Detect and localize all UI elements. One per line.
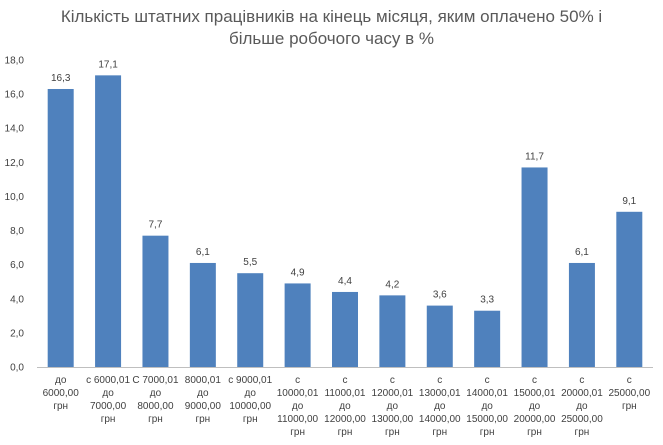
category-label: С 7000,01 xyxy=(132,375,179,386)
category-label: грн xyxy=(148,414,163,425)
category-label: 13000,01 xyxy=(419,388,461,399)
category-label: грн xyxy=(53,401,68,412)
category-label: 12000,01 xyxy=(372,388,414,399)
bar xyxy=(189,262,216,367)
data-label: 4,2 xyxy=(385,279,399,290)
category-label: грн xyxy=(385,427,400,438)
category-label: 25000,00 xyxy=(561,414,603,425)
data-label: 5,5 xyxy=(243,257,257,268)
category-label: 20000,01 xyxy=(561,388,603,399)
category-label: грн xyxy=(527,427,542,438)
data-label: 4,4 xyxy=(338,276,352,287)
data-label: 16,3 xyxy=(51,73,71,84)
category-label: с 6000,01 xyxy=(86,375,130,386)
category-label: 13000,00 xyxy=(372,414,414,425)
y-tick-label: 10,0 xyxy=(5,192,25,203)
y-tick-label: 0,0 xyxy=(10,363,24,374)
category-label: 10000,01 xyxy=(277,388,319,399)
category-label: 9000,00 xyxy=(185,401,222,412)
category-label: с xyxy=(343,375,348,386)
y-tick-label: 16,0 xyxy=(5,90,25,101)
category-label: грн xyxy=(480,427,495,438)
y-tick-label: 14,0 xyxy=(5,124,25,135)
category-label: 15000,00 xyxy=(466,414,508,425)
y-tick-label: 2,0 xyxy=(10,328,24,339)
category-label: до xyxy=(197,388,209,399)
data-label: 3,3 xyxy=(480,295,494,306)
category-label: грн xyxy=(338,427,353,438)
category-label: с xyxy=(485,375,490,386)
category-label: с 9000,01 xyxy=(228,375,272,386)
data-label: 4,9 xyxy=(291,267,305,278)
chart-title: Кількість штатних працівників на кінець … xyxy=(0,6,663,50)
y-tick-label: 18,0 xyxy=(5,56,25,67)
category-label: 25000,00 xyxy=(608,388,650,399)
category-label: 14000,00 xyxy=(419,414,461,425)
category-label: грн xyxy=(290,427,305,438)
category-label: 20000,00 xyxy=(514,414,556,425)
data-label: 6,1 xyxy=(575,247,589,258)
bar xyxy=(284,283,311,367)
category-label: с xyxy=(579,375,584,386)
category-label: с xyxy=(437,375,442,386)
category-label: с xyxy=(627,375,632,386)
bar xyxy=(474,310,501,367)
category-label: 14000,01 xyxy=(466,388,508,399)
category-label: до xyxy=(387,401,399,412)
category-label: 6000,00 xyxy=(43,388,80,399)
category-label: грн xyxy=(195,414,210,425)
category-label: 7000,00 xyxy=(90,401,127,412)
category-label: грн xyxy=(432,427,447,438)
category-label: с xyxy=(295,375,300,386)
category-label: с xyxy=(532,375,537,386)
bar xyxy=(332,291,358,367)
bar xyxy=(95,75,122,367)
bar xyxy=(616,211,643,367)
bar xyxy=(142,235,169,367)
category-label: до xyxy=(339,401,351,412)
category-label: 8000,01 xyxy=(185,375,222,386)
category-label: с xyxy=(390,375,395,386)
category-label: до xyxy=(150,388,162,399)
y-tick-label: 12,0 xyxy=(5,158,25,169)
data-label: 9,1 xyxy=(622,196,636,207)
category-label: до xyxy=(245,388,257,399)
category-label: 12000,00 xyxy=(324,414,366,425)
category-label: 10000,00 xyxy=(229,401,271,412)
data-label: 6,1 xyxy=(196,247,210,258)
category-label: до xyxy=(529,401,541,412)
category-label: до xyxy=(434,401,446,412)
y-tick-label: 8,0 xyxy=(10,226,24,237)
bar xyxy=(568,262,595,367)
data-label: 3,6 xyxy=(433,290,447,301)
chart-title-line-1: Кількість штатних працівників на кінець … xyxy=(60,7,603,26)
category-label: 11000,00 xyxy=(277,414,318,425)
category-label: грн xyxy=(622,401,637,412)
bar xyxy=(237,273,264,367)
y-tick-label: 6,0 xyxy=(10,260,24,271)
bar xyxy=(379,295,406,367)
category-label: до xyxy=(102,388,114,399)
category-label: до xyxy=(55,375,67,386)
data-label: 7,7 xyxy=(149,220,163,231)
category-label: до xyxy=(481,401,493,412)
category-label: 11000,01 xyxy=(325,388,366,399)
category-label: 15000,01 xyxy=(514,388,556,399)
category-label: 8000,00 xyxy=(137,401,174,412)
category-label: до xyxy=(576,401,588,412)
chart-title-line-2: більше робочого часу в % xyxy=(228,29,435,48)
category-label: грн xyxy=(101,414,116,425)
bar xyxy=(521,167,548,367)
data-label: 17,1 xyxy=(98,59,118,70)
y-tick-label: 4,0 xyxy=(10,294,24,305)
bar xyxy=(47,88,74,367)
category-label: грн xyxy=(575,427,590,438)
category-label: грн xyxy=(243,414,258,425)
data-label: 11,7 xyxy=(525,151,544,162)
bar xyxy=(426,305,453,367)
category-label: до xyxy=(292,401,304,412)
